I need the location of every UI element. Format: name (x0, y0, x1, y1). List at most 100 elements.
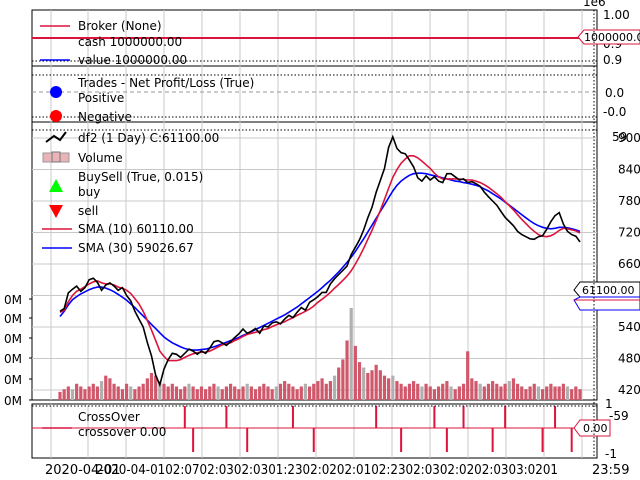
volume-bar-51 (270, 389, 274, 400)
volume-bar-110 (516, 383, 520, 400)
broker-value-box: 1000000.0 (577, 29, 640, 45)
volume-bar-116 (540, 389, 545, 400)
volume-bar-28 (174, 386, 179, 400)
volume-bar-49 (262, 383, 266, 400)
volume-bar-121 (561, 383, 565, 400)
crossover-value-text: 0.00 (583, 422, 608, 435)
volume-bar-108 (507, 381, 511, 400)
volume-bar-40 (224, 386, 228, 400)
volume-bar-111 (520, 386, 524, 400)
volume-bar-107 (503, 383, 507, 400)
volume-bar-59 (303, 383, 308, 400)
volume-bar-65 (328, 381, 332, 400)
price-tick-3: 720 (618, 226, 640, 240)
volume-bar-61 (312, 383, 316, 400)
volume-bar-123 (570, 389, 574, 400)
broker-tick-3: 0.9 (603, 53, 622, 67)
legend-sma10-label: SMA (10) 60110.00 (78, 222, 194, 236)
volume-bar-7 (87, 386, 91, 400)
volume-bar-30 (183, 386, 187, 400)
volume-bar-74 (366, 372, 370, 400)
volume-bar-69 (345, 340, 349, 400)
volume-bar-37 (212, 383, 216, 400)
volume-bar-99 (470, 378, 474, 400)
legend-positive-marker (50, 86, 62, 98)
volume-bar-124 (574, 386, 578, 400)
volume-bar-87 (420, 386, 424, 400)
close-series (59, 134, 581, 388)
volume-bar-2 (66, 386, 70, 400)
volume-bar-72 (357, 362, 362, 400)
legend-sell-marker (49, 205, 63, 218)
volume-bar-125 (578, 389, 582, 400)
broker-tick-1: 1.00 (603, 8, 630, 22)
volume-bar-71 (353, 345, 357, 400)
volume-bar-4 (75, 383, 79, 400)
volume-bar-13 (112, 383, 116, 400)
volume-left-ticks: 0M 0M 0M 0M 0M 0M (4, 293, 32, 408)
volume-bar-5 (79, 386, 83, 400)
legend-cash-label: cash 1000000.00 (78, 35, 182, 49)
volume-bar-52 (274, 386, 278, 400)
volume-bar-3 (70, 389, 75, 400)
volume-bar-31 (187, 383, 191, 400)
volume-bar-33 (195, 389, 199, 400)
volume-bar-55 (287, 383, 291, 400)
price-tick-6: 540 (618, 320, 640, 334)
legend-buy-marker (49, 179, 63, 192)
volume-bar-46 (249, 386, 253, 400)
volume-bar-95 (453, 389, 457, 400)
sma30-series (59, 172, 581, 351)
volume-bar-89 (428, 386, 432, 400)
volume-bar-106 (499, 386, 503, 400)
price-tick-4: 660 (618, 257, 640, 271)
volume-bar-93 (445, 381, 449, 400)
trades-legend: Trades - Net Profit/Loss (True) Positive… (50, 76, 254, 124)
volume-bar-19 (137, 386, 141, 400)
volume-bar-16 (124, 383, 129, 400)
broker-value-text: 1000000.0 (584, 31, 640, 44)
volume-bar-32 (191, 386, 195, 400)
volume-bar-102 (482, 386, 486, 400)
volume-bar-50 (266, 386, 270, 400)
volume-bar-14 (116, 386, 120, 400)
legend-negative-marker (50, 110, 62, 122)
volume-bar-25 (162, 383, 166, 400)
volume-bar-34 (199, 386, 204, 400)
volume-bar-6 (83, 389, 87, 400)
volume-bar-80 (391, 375, 395, 400)
crossover-tick-2: -59 (609, 409, 629, 423)
volume-bar-1 (62, 389, 66, 400)
crossover-value-box: 0.00 (573, 419, 611, 437)
broker-legend: Broker (None) cash 1000000.00 value 1000… (40, 19, 187, 67)
legend-trades-title: Trades - Net Profit/Loss (True) (77, 76, 254, 90)
price-tick-prefix: 59 (612, 130, 627, 144)
volume-bar-42 (233, 386, 237, 400)
price-tick-0: 900 (618, 131, 640, 145)
volume-bar-57 (295, 389, 299, 400)
grid-lines (32, 10, 597, 458)
volume-bar-54 (283, 381, 287, 400)
sma10-series (59, 155, 581, 362)
crossover-lines (183, 406, 573, 452)
volume-bar-21 (145, 378, 149, 400)
volume-bar-109 (511, 378, 516, 400)
legend-value-label: value 1000000.00 (78, 53, 187, 67)
volume-bar-96 (457, 386, 461, 400)
volume-bar-36 (208, 386, 212, 400)
volume-tick-4: 0M (4, 373, 22, 387)
volume-bars (58, 308, 582, 400)
volume-bar-113 (528, 386, 532, 400)
volume-bar-68 (341, 359, 345, 400)
volume-bar-118 (549, 383, 553, 400)
volume-bar-62 (316, 381, 320, 400)
volume-bar-29 (179, 389, 183, 400)
volume-bar-45 (245, 383, 249, 400)
volume-bar-75 (370, 370, 374, 400)
volume-bar-91 (436, 386, 441, 400)
volume-bar-22 (149, 372, 154, 400)
volume-bar-88 (424, 383, 428, 400)
price-legend: df2 (1 Day) C:61100.00 Volume BuySell (T… (42, 131, 219, 255)
crossover-legend: CrossOver crossover 0.00 (42, 410, 166, 439)
